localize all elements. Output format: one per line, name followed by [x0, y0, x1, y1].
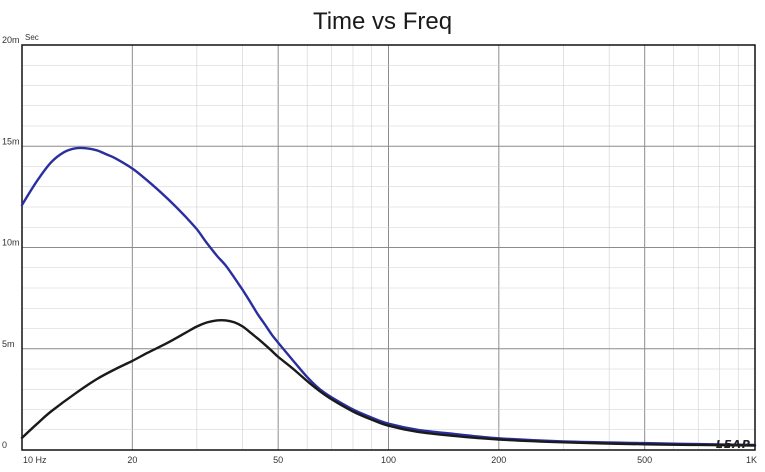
y-tick-label: 0 — [2, 440, 7, 450]
x-tick-label: 10 Hz — [23, 455, 47, 465]
grid — [22, 45, 755, 450]
y-tick-label: 20m — [2, 35, 20, 45]
series-line-2 — [20, 318, 757, 447]
x-tick-label: 100 — [381, 455, 396, 465]
plot-frame — [21, 44, 756, 451]
x-tick-label: 200 — [491, 455, 506, 465]
tick-labels: 10 Hz 20 50 100 200 500 1K 0 5m 10m 15m 20m — [2, 35, 757, 465]
chart-title: Time vs Freq — [312, 8, 453, 35]
y-tick-label: 5m — [2, 339, 15, 349]
y-axis-unit-label: Sec — [25, 33, 39, 42]
x-tick-label: 20 — [127, 455, 137, 465]
x-tick-label: 500 — [637, 455, 652, 465]
y-tick-label: 15m — [2, 136, 20, 146]
series-layer — [20, 146, 757, 447]
y-tick-label: 10m — [2, 238, 20, 248]
leap-logo: LEAP — [716, 438, 751, 451]
x-tick-label: 50 — [273, 455, 283, 465]
series-line-1 — [20, 146, 757, 447]
x-tick-label: 1K — [746, 455, 757, 465]
